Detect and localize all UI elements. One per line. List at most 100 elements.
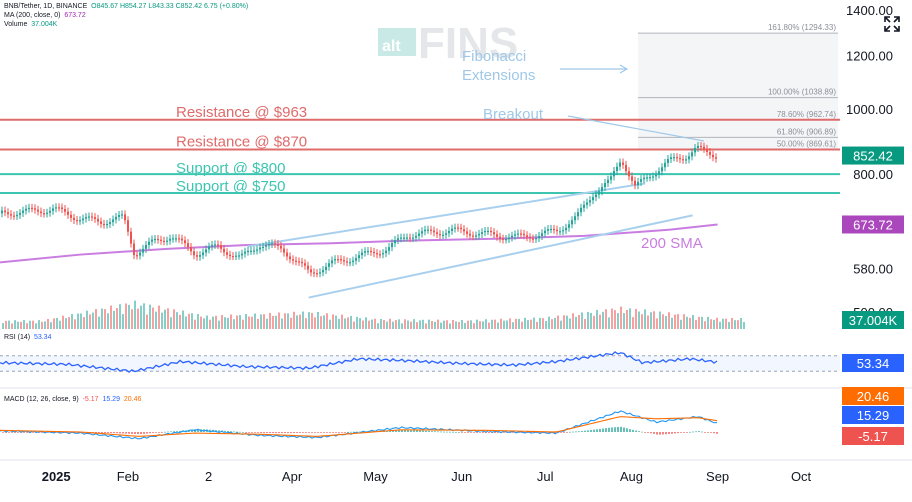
candle-body	[325, 266, 327, 270]
macd-histogram-bar	[695, 431, 697, 433]
candle-body	[160, 239, 162, 241]
candle-body	[100, 221, 102, 224]
candle-body	[370, 250, 372, 253]
macd-histogram-bar	[410, 430, 412, 432]
macd-histogram-bar	[296, 432, 298, 433]
volume-bar	[590, 312, 592, 329]
candle-body	[259, 247, 261, 250]
volume-bar	[290, 317, 292, 329]
macd-histogram-bar	[314, 432, 316, 433]
candle-body	[262, 246, 264, 248]
volume-bar	[44, 321, 46, 329]
candle-body	[181, 238, 183, 241]
macd-histogram-bar	[47, 432, 49, 433]
volume-bar	[317, 311, 319, 329]
macd-histogram-bar	[209, 429, 211, 432]
macd-histogram-bar	[623, 427, 625, 432]
volume-bar	[356, 316, 358, 329]
watermark-small: alt	[382, 38, 401, 55]
volume-bar	[545, 320, 547, 329]
candle-body	[328, 263, 330, 267]
volume-bar	[95, 309, 97, 329]
volume-bar	[599, 314, 601, 329]
macd-histogram-bar	[563, 432, 565, 433]
volume-bar	[536, 321, 538, 329]
macd-legend-v2: 15.29	[102, 396, 120, 403]
candle-body	[64, 209, 66, 212]
volume-bar	[17, 321, 19, 329]
macd-histogram-bar	[389, 430, 391, 432]
volume-bar	[323, 315, 325, 329]
macd-histogram-bar	[584, 430, 586, 432]
macd-histogram-bar	[716, 432, 718, 434]
watermark-badge	[378, 28, 416, 56]
volume-bar	[731, 317, 733, 329]
volume-bar	[245, 313, 247, 329]
volume-bar	[611, 308, 613, 329]
macd-histogram-bar	[143, 432, 145, 434]
macd-histogram-bar	[425, 430, 427, 432]
candle-body	[454, 227, 456, 229]
macd-panel	[0, 410, 718, 440]
macd-histogram-bar	[137, 432, 139, 435]
volume-bar	[425, 323, 427, 329]
volume-bar	[551, 319, 553, 329]
macd-histogram-bar	[146, 432, 148, 434]
volume-bar	[692, 315, 694, 329]
candle-body	[235, 255, 237, 257]
candle-body	[142, 248, 144, 253]
volume-bar	[395, 320, 397, 329]
candle-body	[496, 234, 498, 237]
macd-histogram-bar	[635, 430, 637, 432]
macd-histogram-bar	[659, 432, 661, 435]
volume-bar	[248, 316, 250, 329]
volume-bar	[335, 315, 337, 329]
macd-histogram-bar	[569, 431, 571, 433]
fib-level-label: 100.00% (1038.89)	[768, 88, 836, 97]
volume-bar	[221, 315, 223, 329]
candle-body	[22, 210, 24, 213]
candle-body	[118, 215, 120, 217]
macd-histogram-bar	[77, 432, 79, 434]
candle-body	[97, 218, 99, 222]
ma-tag: 673.72	[853, 217, 893, 232]
macd-histogram-bar	[605, 428, 607, 432]
volume-bar	[719, 321, 721, 329]
candle-body	[637, 181, 639, 186]
volume-bar	[344, 318, 346, 329]
candle-body	[217, 244, 219, 246]
volume-bar	[404, 319, 406, 329]
resistance-963-label: Resistance @ $963	[176, 104, 307, 121]
volume-bar	[203, 318, 205, 329]
candle-body	[364, 251, 366, 253]
candle-body	[313, 272, 315, 274]
candle-body	[250, 250, 252, 252]
candle-body	[310, 269, 312, 273]
volume-bar	[701, 316, 703, 329]
volume-bar	[443, 320, 445, 329]
volume-tag-bg	[842, 311, 904, 329]
candle-body	[643, 177, 645, 180]
macd-histogram-bar	[311, 432, 313, 433]
volume-tag: 37.004K	[849, 313, 898, 328]
rsi-legend-value: 53.34	[33, 334, 52, 341]
candle-body	[568, 224, 570, 228]
volume-legend-label: Volume	[4, 21, 28, 28]
volume-bar	[194, 319, 196, 329]
volume-bar	[179, 314, 181, 329]
candle-body	[526, 235, 528, 238]
volume-bar	[101, 308, 103, 329]
volume-bar	[710, 319, 712, 329]
volume-bar	[134, 300, 136, 329]
candle-body	[403, 237, 405, 239]
candle-body	[379, 254, 381, 256]
volume-bar	[521, 321, 523, 329]
candle-body	[187, 243, 189, 248]
macd-histogram-bar	[278, 432, 280, 434]
time-axis[interactable]: 2025 Feb 2 Apr May Jun Jul Aug Sep Oct	[0, 459, 912, 484]
macd-histogram-bar	[266, 432, 268, 434]
volume-bar	[416, 322, 418, 329]
fullscreen-icon[interactable]	[882, 14, 902, 34]
support-750-label: Support @ $750	[176, 178, 285, 195]
